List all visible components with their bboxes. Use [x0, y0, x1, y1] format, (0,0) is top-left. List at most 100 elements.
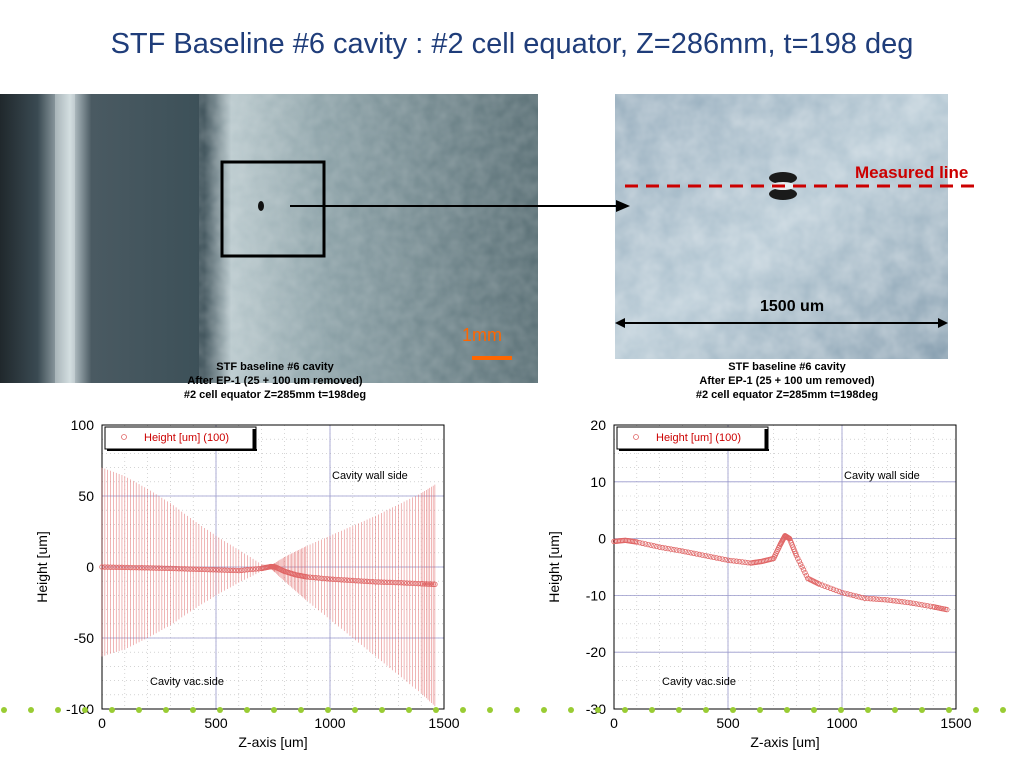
y-axis-label: Height [um] [34, 531, 50, 603]
measured-line-label: Measured line [855, 163, 969, 182]
data-point [367, 578, 373, 585]
y-tick-label: 0 [598, 531, 606, 547]
decorative-dot [892, 707, 898, 713]
data-point [859, 594, 865, 601]
decorative-dot [109, 707, 115, 713]
data-point [430, 581, 436, 587]
x-tick-label: 0 [98, 715, 106, 731]
data-point [139, 565, 145, 571]
width-dimension-arrow [615, 318, 948, 328]
legend-marker [121, 434, 127, 440]
decorative-dot [406, 707, 412, 713]
data-point [156, 565, 162, 571]
data-point [190, 566, 196, 572]
data-point [803, 572, 810, 579]
data-point [364, 578, 370, 585]
data-point [381, 579, 387, 585]
data-point [899, 599, 905, 605]
data-point [110, 564, 117, 570]
decorative-dot [622, 707, 628, 713]
data-point [395, 579, 402, 586]
data-point [919, 602, 925, 608]
data-point [330, 576, 336, 582]
data-point [685, 549, 691, 555]
data-point [636, 539, 643, 546]
data-point [238, 567, 245, 573]
data-point [233, 567, 239, 574]
data-point [668, 546, 674, 552]
x-tick-label: 1500 [940, 715, 971, 731]
data-point [674, 547, 680, 553]
data-point [864, 595, 871, 602]
data-point [193, 566, 199, 572]
data-point [679, 548, 686, 554]
data-point [699, 552, 706, 558]
annotation-vac-side: Cavity vac.side [150, 676, 224, 688]
data-point [407, 580, 413, 586]
data-point [150, 565, 156, 571]
legend-label: Height [um] (100) [656, 432, 741, 444]
data-point [170, 565, 176, 572]
data-point [404, 580, 410, 586]
data-point [390, 579, 396, 586]
decorative-dot [865, 707, 871, 713]
decorative-dot [28, 707, 34, 713]
data-point [651, 543, 657, 549]
data-point [230, 567, 236, 574]
data-point [136, 564, 142, 571]
data-point [221, 567, 228, 573]
data-point [113, 564, 119, 570]
data-point [187, 566, 194, 572]
data-point [870, 596, 877, 602]
data-point [693, 551, 700, 557]
data-point [659, 544, 666, 551]
decorative-dot [541, 707, 547, 713]
scale-bar [472, 356, 512, 360]
data-point [99, 564, 105, 570]
data-point [696, 551, 703, 558]
data-point [702, 552, 708, 559]
data-point [164, 565, 171, 572]
data-point [102, 564, 108, 570]
decorative-dot [838, 707, 844, 713]
data-point [833, 587, 839, 594]
data-point [116, 564, 122, 571]
decorative-dot [217, 707, 223, 713]
decorative-dot [730, 707, 736, 713]
x-tick-label: 1500 [428, 715, 459, 731]
decorative-dot [568, 707, 574, 713]
data-point [201, 566, 208, 573]
data-point [218, 567, 225, 573]
data-point [247, 566, 253, 573]
data-point [350, 577, 356, 584]
data-point [719, 556, 725, 562]
data-point [876, 596, 882, 603]
decorative-dot [190, 707, 196, 713]
data-point [372, 579, 379, 585]
data-point [882, 597, 888, 603]
data-point [321, 575, 327, 582]
decorative-dot [1000, 707, 1006, 713]
data-point [153, 565, 159, 571]
data-point [902, 599, 908, 605]
data-point [845, 591, 851, 597]
decorative-dot [163, 707, 169, 713]
decorative-dot [298, 707, 304, 713]
data-point [224, 567, 231, 573]
decorative-dot [811, 707, 817, 713]
data-point [907, 600, 914, 606]
data-point [355, 578, 362, 584]
decorative-dot [649, 707, 655, 713]
x-axis-label: Z-axis [um] [750, 734, 819, 750]
data-point [196, 566, 202, 573]
data-point [893, 598, 899, 604]
data-point [716, 555, 723, 562]
data-point [842, 590, 848, 596]
measured-line [625, 184, 980, 188]
data-point [173, 565, 179, 572]
data-point [236, 567, 242, 574]
data-point [656, 544, 663, 550]
data-point [671, 546, 677, 553]
data-point [315, 575, 322, 581]
